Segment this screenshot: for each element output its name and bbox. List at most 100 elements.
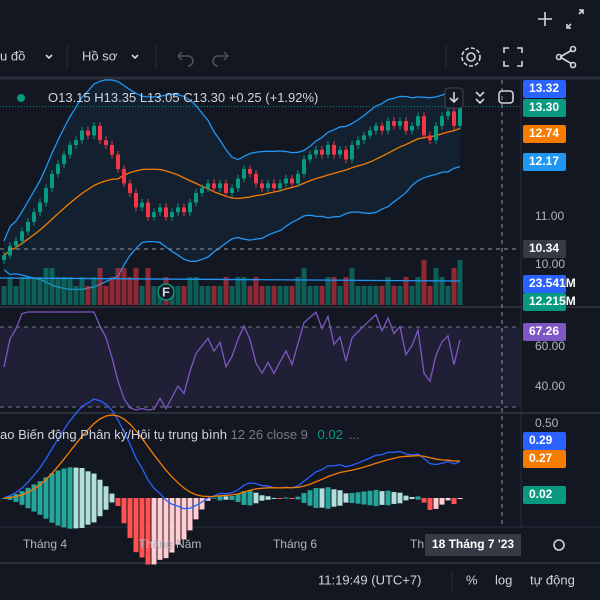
redo-icon[interactable]: [212, 51, 229, 67]
candle-body: [296, 173, 300, 184]
macd-histogram: [109, 493, 115, 503]
macd-histogram: [115, 498, 121, 506]
candle-body: [116, 154, 120, 169]
crosshair-time-box: [425, 534, 521, 556]
candle-body: [374, 125, 378, 131]
layout-menu[interactable]: u đồ: [0, 48, 25, 63]
macd-histogram: [355, 492, 361, 504]
add-icon[interactable]: [538, 12, 552, 26]
profile-menu[interactable]: Hồ sơ: [82, 48, 118, 63]
macd-histogram: [313, 488, 319, 508]
axis-tag: [523, 153, 566, 171]
volume-bar: [211, 286, 217, 305]
macd-params: 12 26 close 9: [231, 427, 308, 442]
share-dot: [569, 61, 577, 69]
axis-tag: [523, 99, 566, 117]
macd-histogram: [295, 496, 301, 500]
undo-icon[interactable]: [177, 51, 194, 67]
macd-histogram: [349, 493, 355, 503]
volume-bar: [1, 286, 7, 305]
candle-body: [170, 212, 174, 217]
volume-bar: [151, 286, 157, 305]
volume-bar: [85, 286, 91, 305]
candle-body: [452, 111, 456, 126]
macd-histogram: [31, 484, 37, 512]
macd-histogram: [181, 498, 187, 540]
volume-bar: [127, 277, 133, 305]
volume-bar: [337, 286, 343, 305]
volume-bar: [259, 286, 265, 305]
candle-body: [98, 125, 102, 141]
axis-tag-label: 0.02: [529, 487, 553, 501]
down-icon: [449, 92, 459, 104]
axis-tag-label: 12.74: [529, 126, 559, 140]
axis-tag-label: 10.34: [529, 241, 559, 255]
rsi-band: [0, 327, 520, 407]
percent-toggle[interactable]: %: [466, 572, 478, 587]
candle-body: [56, 164, 60, 174]
axis-tag: [523, 450, 566, 468]
candle-body: [68, 145, 72, 155]
candle-body: [338, 149, 342, 155]
macd-histogram: [49, 473, 55, 523]
macd-line: [3, 398, 461, 510]
volume-bar: [361, 286, 367, 305]
volume-bar: [301, 268, 307, 305]
macd-histogram: [457, 498, 463, 500]
more: ...: [349, 427, 360, 442]
macd-value: 0.02: [318, 427, 343, 442]
candle-body: [266, 183, 270, 189]
macd-histogram: [361, 491, 367, 505]
macd-histogram: [169, 498, 175, 553]
settings-icon[interactable]: [553, 539, 565, 551]
collapse-icon[interactable]: [475, 91, 485, 105]
volume-bar: [391, 286, 397, 305]
candle-body: [332, 145, 336, 155]
volume-bar: [217, 286, 223, 305]
macd-histogram: [79, 468, 85, 528]
rsi-tick: 40.00: [535, 379, 565, 393]
expand-icon[interactable]: [566, 9, 584, 29]
macd-histogram: [409, 496, 415, 500]
macd-histogram: [385, 490, 391, 506]
candle-body: [152, 212, 156, 217]
macd-histogram: [229, 495, 235, 501]
volume-bar: [73, 286, 79, 305]
candle-body: [440, 116, 444, 126]
volume-bar: [43, 268, 49, 305]
log-toggle[interactable]: log: [495, 572, 512, 587]
candle-body: [422, 116, 426, 136]
volume-bar: [427, 286, 433, 305]
macd-histogram: [73, 467, 79, 529]
macd-histogram: [259, 495, 265, 501]
candle-body: [32, 212, 36, 222]
macd-histogram: [307, 490, 313, 506]
candle-body: [44, 188, 48, 203]
axis-tag-label: 67.26: [529, 324, 559, 338]
macd-histogram: [67, 467, 73, 529]
auto-toggle[interactable]: tự động: [530, 572, 575, 587]
axis-tag: [523, 80, 566, 98]
volume-bar: [439, 277, 445, 305]
volume-bar: [205, 286, 211, 305]
macd-histogram: [187, 498, 193, 531]
volume-bar: [331, 277, 337, 305]
macd-histogram: [445, 498, 451, 501]
fullscreen-icon[interactable]: [503, 47, 523, 67]
volume-bar: [229, 286, 235, 305]
candle-body: [86, 130, 90, 136]
macd-histogram: [337, 490, 343, 506]
candle-body: [446, 111, 450, 117]
macd-histogram: [451, 498, 457, 504]
legend-low: L13.05: [140, 90, 180, 105]
settings-icon[interactable]: [466, 52, 476, 62]
axis-tag-label: 0.29: [529, 433, 553, 447]
macd-histogram: [19, 491, 25, 505]
candle-body: [368, 130, 372, 136]
volume-bar: [223, 277, 229, 305]
volume-bar: [295, 277, 301, 305]
axis-tag: [523, 125, 566, 143]
macd-histogram: [223, 496, 229, 500]
candle-body: [344, 149, 348, 160]
maximize-icon[interactable]: [498, 90, 514, 104]
